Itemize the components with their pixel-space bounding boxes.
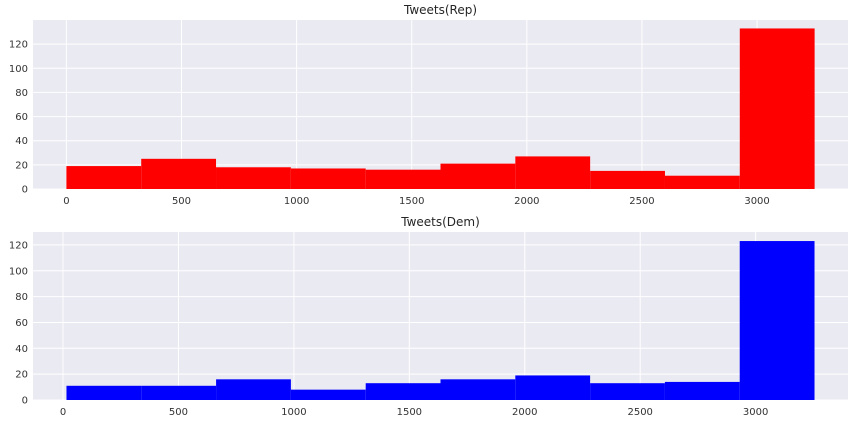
x-tick-label: 1000 bbox=[284, 196, 309, 207]
y-tick-label: 60 bbox=[15, 318, 28, 329]
histogram-bar-8 bbox=[590, 383, 665, 400]
histogram-bar-5 bbox=[365, 383, 441, 400]
y-tick-label: 120 bbox=[9, 240, 28, 251]
chart-panel-2: 0 20 40 60 80 100 120 0 500 1000 1500 2000 2500 3000 T… bbox=[9, 215, 848, 418]
histogram-bar-2 bbox=[141, 158, 217, 189]
x-tick-label: 2000 bbox=[514, 196, 539, 207]
x-tick-label: 0 bbox=[63, 196, 69, 207]
histogram-bar-7 bbox=[515, 156, 591, 189]
y-tick-label: 60 bbox=[15, 112, 28, 123]
histogram-bar-8 bbox=[590, 170, 665, 189]
histogram-bar-9 bbox=[664, 175, 740, 189]
histogram-bar-7 bbox=[515, 375, 591, 400]
x-tick-label: 2500 bbox=[629, 196, 654, 207]
histogram-bar-4 bbox=[290, 168, 366, 189]
x-tick-label: 1500 bbox=[399, 196, 424, 207]
x-tick-label: 500 bbox=[172, 196, 191, 207]
y-tick-label: 40 bbox=[15, 136, 28, 147]
histogram-bar-1 bbox=[66, 385, 142, 400]
y-tick-label: 80 bbox=[15, 88, 28, 99]
histogram-bar-5 bbox=[365, 169, 441, 189]
y-tick-label: 80 bbox=[15, 292, 28, 303]
x-tick-label: 500 bbox=[169, 407, 188, 418]
chart-panel-1: 0 20 40 60 80 100 120 0 500 1000 1500 2000 2500 3000 T… bbox=[9, 3, 848, 207]
x-tick-label: 1000 bbox=[281, 407, 306, 418]
plot-area bbox=[33, 232, 848, 400]
histogram-bar-1 bbox=[66, 166, 142, 189]
histogram-bar-3 bbox=[216, 167, 291, 189]
y-tick-label: 120 bbox=[9, 40, 28, 51]
x-tick-label: 2000 bbox=[512, 407, 537, 418]
x-tick-label: 2500 bbox=[627, 407, 652, 418]
y-tick-label: 0 bbox=[22, 185, 28, 196]
histogram-bar-6 bbox=[440, 163, 516, 189]
histogram-bar-6 bbox=[440, 379, 516, 400]
chart-title: Tweets(Rep) bbox=[403, 3, 477, 17]
chart-title: Tweets(Dem) bbox=[400, 215, 480, 229]
y-tick-label: 40 bbox=[15, 344, 28, 355]
x-tick-label: 3000 bbox=[744, 196, 769, 207]
histogram-bar-4 bbox=[290, 389, 366, 400]
histogram-bar-10 bbox=[739, 241, 815, 400]
x-tick-label: 3000 bbox=[743, 407, 768, 418]
histogram-bar-3 bbox=[216, 379, 291, 400]
x-tick-label: 0 bbox=[60, 407, 66, 418]
y-tick-label: 100 bbox=[9, 64, 28, 75]
histogram-bar-9 bbox=[664, 381, 740, 400]
y-tick-label: 100 bbox=[9, 266, 28, 277]
x-tick-label: 1500 bbox=[397, 407, 422, 418]
y-tick-label: 0 bbox=[22, 396, 28, 407]
histogram-bar-2 bbox=[141, 385, 217, 400]
y-tick-label: 20 bbox=[15, 160, 28, 171]
histogram-bar-10 bbox=[739, 28, 815, 190]
y-tick-label: 20 bbox=[15, 370, 28, 381]
